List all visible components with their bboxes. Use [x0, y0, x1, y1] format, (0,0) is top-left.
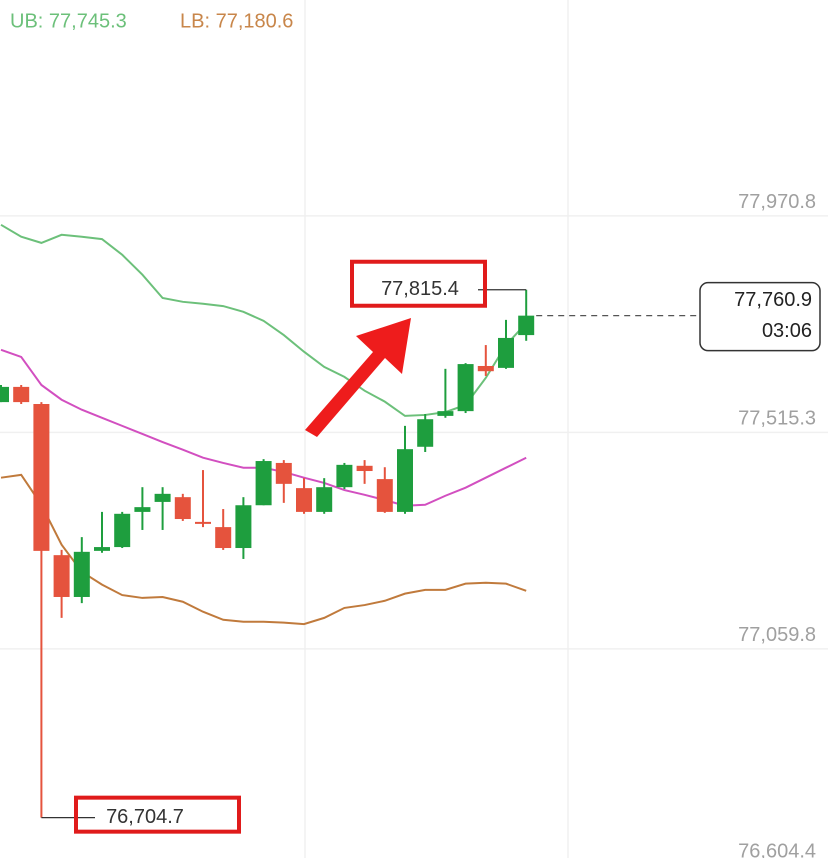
- band-line: [0, 223, 527, 417]
- candle-body: [336, 464, 353, 488]
- candle-body: [356, 465, 373, 472]
- candle-body: [73, 551, 90, 597]
- candle-body: [13, 386, 30, 403]
- y-tick-label: 77,970.8: [738, 191, 816, 213]
- candle-body: [316, 487, 333, 512]
- trend-arrow: [305, 318, 411, 437]
- low-label: 76,704.7: [106, 806, 184, 828]
- candle-body: [195, 521, 211, 524]
- countdown: 03:06: [762, 320, 812, 342]
- candle-body: [376, 479, 393, 512]
- candle-body: [0, 386, 9, 403]
- candle-body: [215, 527, 232, 549]
- candle-body: [33, 404, 50, 551]
- last-price-box: [699, 281, 821, 352]
- highlight-box: [74, 795, 241, 834]
- candle-body: [154, 493, 171, 502]
- last-price-label: 77,760.9: [734, 289, 812, 311]
- annotations: 77,815.4 76,704.7 77,760.9 03:06: [41, 259, 821, 834]
- candle-body: [296, 488, 312, 512]
- candle-body: [477, 365, 494, 372]
- candle-body: [235, 505, 252, 549]
- y-tick-label: 77,059.8: [738, 624, 816, 646]
- high-label: 77,815.4: [381, 278, 459, 300]
- y-tick-label: 77,515.3: [738, 408, 816, 430]
- candle-body: [417, 419, 434, 447]
- candle-body: [255, 461, 272, 506]
- candle-body: [457, 364, 474, 412]
- candle-body: [174, 497, 191, 520]
- candle-body: [518, 315, 535, 336]
- candle-body: [498, 337, 514, 368]
- y-tick-label: 76,604.4: [738, 841, 816, 858]
- candle-body: [134, 507, 151, 512]
- candle-body: [53, 555, 70, 597]
- candle-body: [94, 547, 110, 551]
- upper-band-label: UB: 77,745.3: [10, 10, 127, 32]
- candle-body: [397, 449, 413, 512]
- candle-body: [275, 462, 292, 484]
- lower-band-label: LB: 77,180.6: [180, 10, 293, 32]
- candle-body: [114, 513, 131, 548]
- highlight-box: [350, 259, 487, 308]
- grid: 77,970.8 77,515.3 77,059.8 76,604.4: [0, 191, 828, 858]
- candle-body: [437, 411, 454, 416]
- candles: [0, 289, 535, 818]
